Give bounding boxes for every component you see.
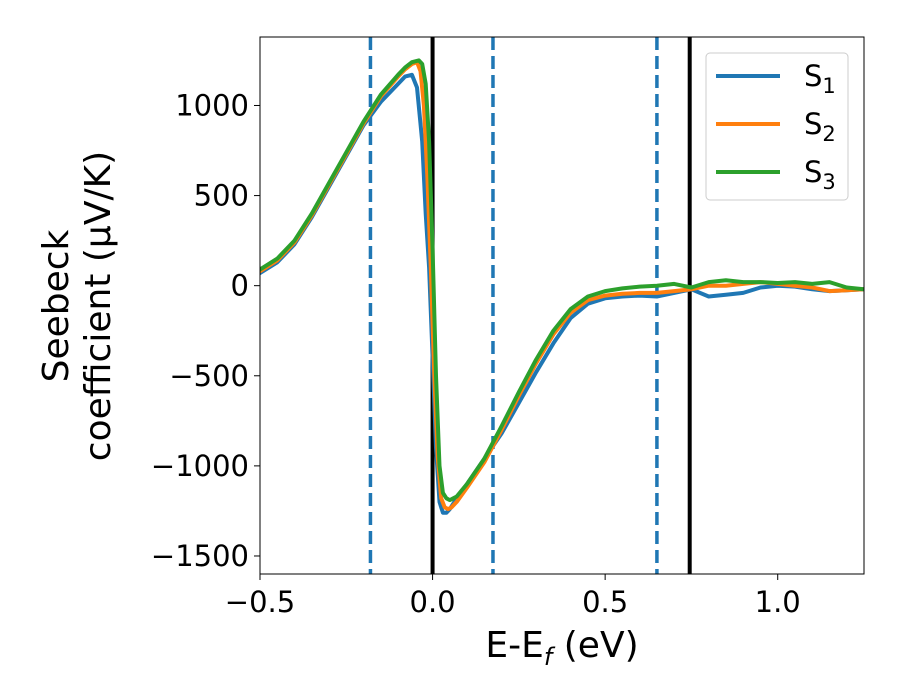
x-tick-label: 1.0 bbox=[755, 585, 801, 619]
y-axis-title-line1: Seebeck bbox=[36, 229, 77, 382]
x-axis-ticks: −0.5 0.0 0.5 1.0 bbox=[225, 574, 801, 619]
y-tick-label: −1000 bbox=[151, 449, 249, 483]
y-tick-label: −1500 bbox=[151, 539, 249, 573]
plot-frame bbox=[259, 36, 865, 575]
legend-label-s2: S2 bbox=[804, 107, 836, 146]
y-tick-label: 0 bbox=[231, 269, 249, 303]
x-axis-title: E-Ef (eV) bbox=[485, 625, 638, 671]
legend-frame bbox=[705, 52, 849, 201]
x-tick-label: −0.5 bbox=[225, 585, 295, 619]
y-axis-title-line2: coefficient (μV/K) bbox=[78, 151, 119, 461]
y-axis-ticks: −1500 −1000 −500 0 500 1000 bbox=[151, 88, 260, 573]
y-axis-title: Seebeck coefficient (μV/K) bbox=[36, 151, 119, 461]
x-tick-label: 0.5 bbox=[582, 585, 628, 619]
y-tick-label: 500 bbox=[194, 179, 249, 213]
legend-label-s3: S3 bbox=[804, 155, 836, 194]
y-tick-label: −500 bbox=[169, 359, 249, 393]
series-lines bbox=[260, 58, 864, 515]
series-line-s3 bbox=[260, 58, 864, 503]
y-tick-label: 1000 bbox=[175, 88, 249, 122]
legend: S1 S2 S3 bbox=[705, 52, 849, 201]
x-tick-label: 0.0 bbox=[410, 585, 456, 619]
legend-label-s1: S1 bbox=[804, 59, 836, 98]
